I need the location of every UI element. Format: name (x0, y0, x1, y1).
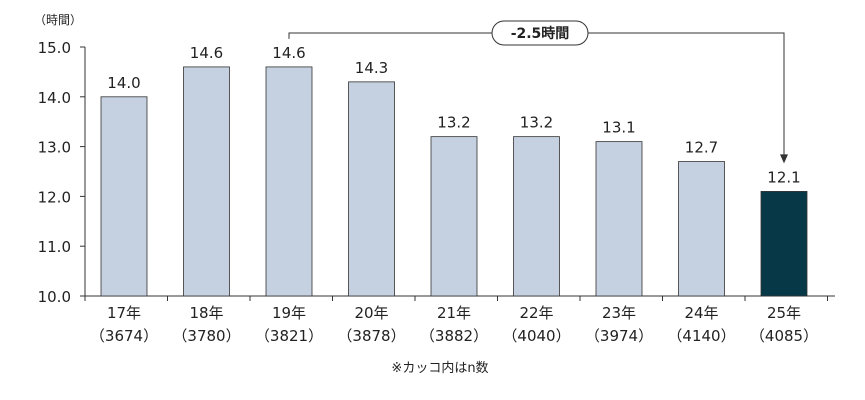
y-tick-label: 10.0 (38, 288, 71, 306)
bar-18年 (183, 66, 230, 297)
x-category-label: 19年 (272, 304, 306, 322)
bar-value-label: 12.1 (767, 168, 800, 186)
footnote: ※カッコ内はn数 (391, 360, 488, 376)
bars-group (100, 66, 808, 297)
x-sample-size-label: （3780） (172, 327, 240, 345)
annotation-arrowhead (780, 154, 788, 164)
x-sample-size-label: （4040） (502, 327, 570, 345)
bar-value-label: 13.2 (520, 114, 553, 132)
bar-value-label: 14.3 (355, 59, 388, 77)
bar-17年 (100, 96, 148, 297)
x-sample-size-label: （4085） (750, 327, 818, 345)
x-sample-size-label: （3878） (337, 327, 405, 345)
x-sample-size-label: （3821） (255, 327, 323, 345)
bar-20年 (348, 81, 395, 297)
bar-23年 (595, 141, 643, 297)
bar-value-label: 13.2 (437, 114, 470, 132)
y-tick-label: 13.0 (38, 139, 71, 157)
bar-21年 (430, 136, 478, 297)
bar-22年 (513, 136, 560, 297)
x-sample-size-label: （3674） (90, 327, 158, 345)
x-axis-labels-group: 17年 （3674） 18年 （3780） 19年 （3821） 20年 （3878） 21年 （… (84, 296, 828, 345)
x-category-label: 18年 (189, 304, 223, 322)
y-tick-label: 14.0 (38, 89, 71, 107)
bar-19年 (265, 66, 313, 297)
bar-value-label: 14.0 (107, 74, 140, 92)
annotation-pill (491, 20, 589, 46)
x-category-label: 25年 (767, 304, 801, 322)
x-category-label: 21年 (437, 304, 471, 322)
x-category-label: 17年 (107, 304, 141, 322)
bar-25年 (760, 191, 808, 297)
difference-annotation: -2.5時間 (288, 20, 788, 164)
x-sample-size-label: （3882） (420, 327, 488, 345)
x-category-label: 22年 (519, 304, 553, 322)
x-category-label: 24年 (684, 304, 718, 322)
bar-value-label: 12.7 (685, 139, 718, 157)
y-tick-label: 15.0 (38, 39, 71, 57)
bar-value-label: 14.6 (190, 44, 223, 62)
x-category-label: 20年 (354, 304, 388, 322)
bar-24年 (678, 161, 725, 297)
bar-value-label: 14.6 (272, 44, 305, 62)
y-axis-unit-label: （時間） (34, 13, 82, 27)
x-category-label: 23年 (602, 304, 636, 322)
bar-value-label: 13.1 (602, 119, 635, 137)
y-tick-label: 11.0 (38, 238, 71, 256)
x-sample-size-label: （4140） (667, 327, 735, 345)
value-labels-group: 14.0 14.6 14.6 14.3 13.2 13.2 13.1 12.7 12.1 (107, 44, 800, 187)
x-sample-size-label: （3974） (585, 327, 653, 345)
annotation-label: -2.5時間 (511, 25, 570, 42)
y-tick-label: 12.0 (38, 188, 71, 206)
